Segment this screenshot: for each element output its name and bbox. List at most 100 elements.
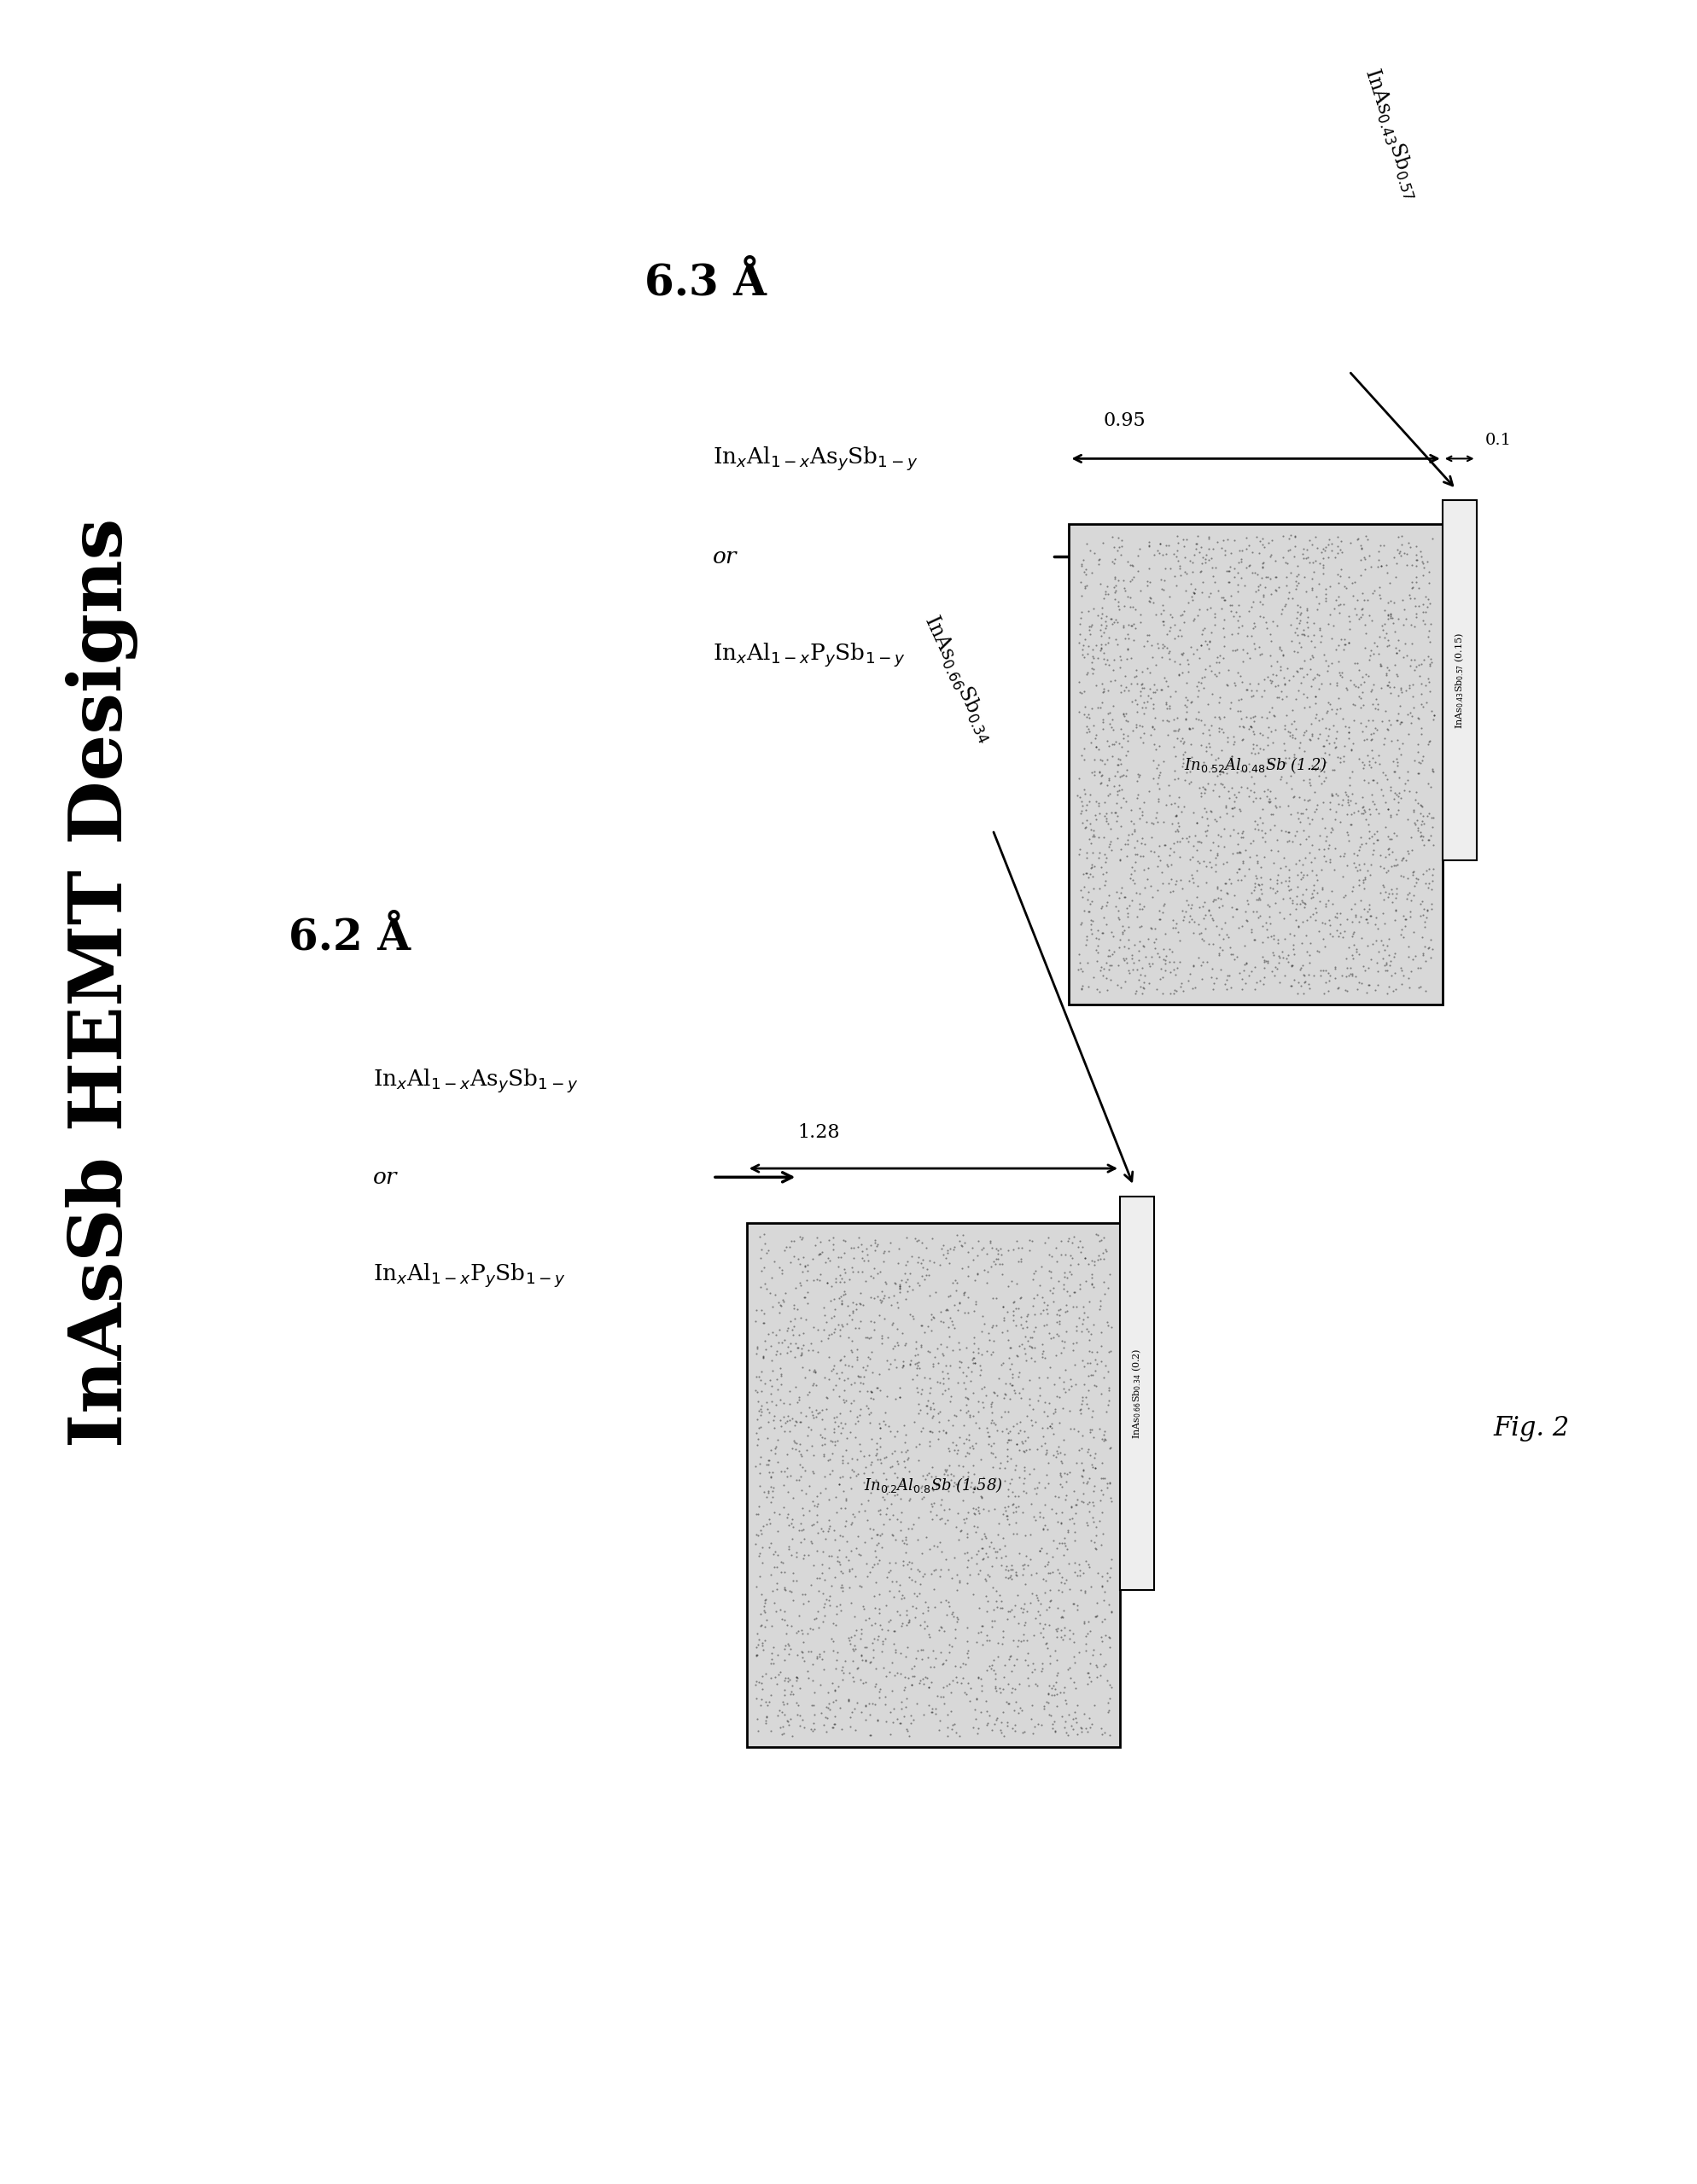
Point [1324,970,1351,1005]
Point [1264,922,1291,957]
Point [1061,1616,1088,1651]
Point [1074,1546,1101,1581]
Point [1407,819,1434,854]
Point [1359,826,1386,860]
Point [774,1450,801,1485]
Point [1376,943,1403,978]
Point [1297,806,1324,841]
Point [969,1315,996,1350]
Point [1268,675,1295,710]
Point [1185,664,1212,699]
Point [1067,546,1095,581]
Point [789,1450,816,1485]
Point [1305,670,1332,705]
Point [1257,638,1285,673]
Point [1018,1330,1045,1365]
Point [945,1332,972,1367]
Point [1220,719,1247,753]
Point [862,1223,889,1258]
Point [991,1304,1018,1339]
Point [1201,657,1229,692]
Point [1232,893,1259,928]
Point [1373,854,1400,889]
Point [1251,529,1278,563]
Point [1341,887,1368,922]
Point [1040,1396,1067,1431]
Point [1001,1599,1028,1634]
Point [830,1649,857,1684]
Point [911,1660,938,1695]
Point [823,1651,850,1686]
Point [1257,869,1285,904]
Point [743,1415,770,1450]
Point [1375,854,1402,889]
Point [1368,670,1395,705]
Point [903,1330,930,1365]
Point [1098,948,1125,983]
Point [1098,832,1125,867]
Point [1015,1324,1042,1358]
Point [1407,716,1434,751]
Point [852,1642,879,1677]
Point [979,1531,1006,1566]
Point [843,1400,871,1435]
Point [1225,587,1252,622]
Point [855,1243,882,1278]
Point [1325,681,1353,716]
Point [1018,1402,1045,1437]
Point [1084,1586,1112,1621]
Point [1039,1540,1066,1575]
Point [1407,815,1434,850]
Point [1089,1476,1117,1511]
Point [1415,930,1442,965]
Point [1011,1413,1039,1448]
Point [1325,919,1353,954]
Point [938,1265,966,1299]
Point [1349,660,1376,695]
Point [1196,577,1224,612]
Point [1317,784,1344,819]
Point [1088,1223,1115,1258]
Point [928,1481,955,1516]
Point [1307,546,1334,581]
Point [1336,710,1363,745]
Point [1212,968,1239,1002]
Point [862,1540,889,1575]
Point [748,1658,776,1693]
Point [944,1603,971,1638]
Point [1164,788,1191,823]
Point [777,1631,804,1666]
Point [1235,529,1263,563]
Point [1200,882,1227,917]
Point [1156,642,1183,677]
Point [776,1387,803,1422]
Point [950,1219,977,1254]
Point [1171,555,1198,590]
Point [1091,784,1118,819]
Point [916,1428,944,1463]
Point [1110,570,1137,605]
Point [1091,799,1118,834]
Point [857,1374,884,1409]
Point [828,1575,855,1610]
Point [1320,725,1347,760]
Point [1336,598,1363,633]
Point [1129,690,1156,725]
Point [1410,891,1437,926]
Point [981,1492,1008,1527]
Point [972,1579,1000,1614]
Point [1224,939,1251,974]
Point [1196,625,1224,660]
Point [767,1555,794,1590]
Point [945,1343,972,1378]
Point [1076,1551,1103,1586]
Point [1115,607,1142,642]
Point [1390,841,1417,876]
Point [1217,535,1244,570]
Point [1054,1717,1081,1752]
Point [961,1334,988,1369]
Point [1006,1690,1033,1725]
Point [1349,596,1376,631]
Point [1280,716,1307,751]
Point [1212,865,1239,900]
